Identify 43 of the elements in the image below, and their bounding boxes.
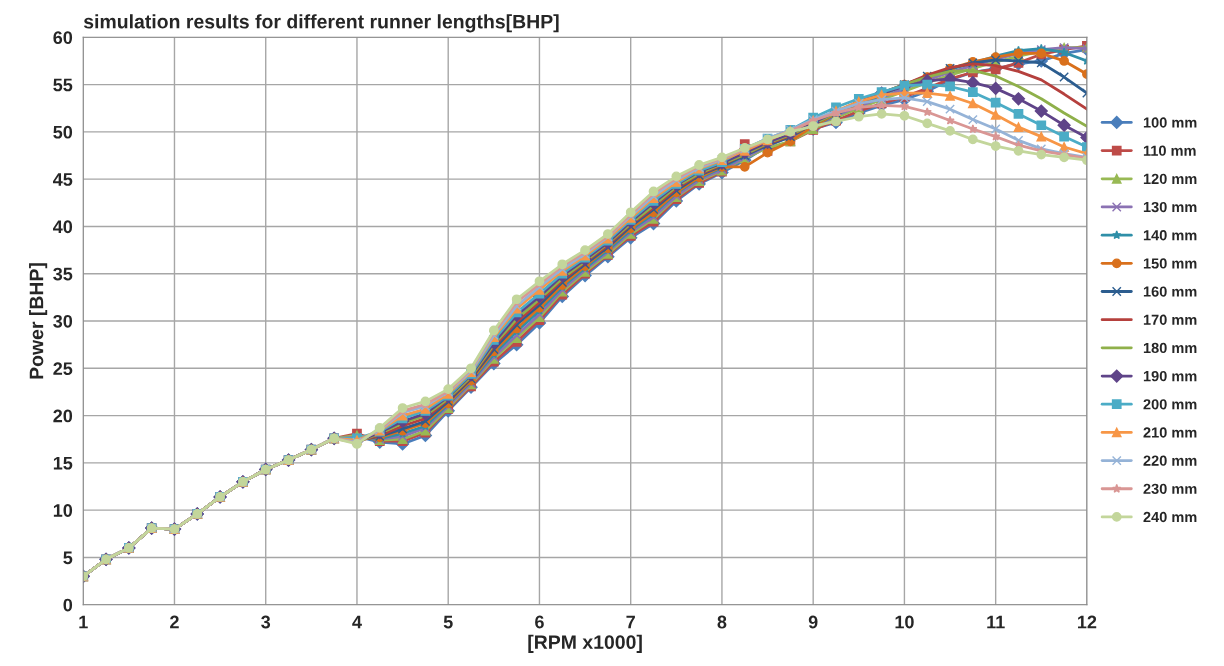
y-tick-label: 50 — [53, 125, 73, 139]
x-tick-label: 5 — [443, 615, 453, 629]
x-tick-label: 1 — [79, 615, 88, 629]
y-tick-label: 10 — [53, 504, 73, 517]
legend-label: 160 mm — [1143, 286, 1197, 297]
legend-label: 240 mm — [1143, 511, 1197, 523]
x-tick-label: 11 — [987, 615, 1005, 629]
y-tick-label: 55 — [53, 78, 73, 92]
y-tick-label: 25 — [53, 362, 73, 376]
y-tick-label: 60 — [53, 31, 73, 45]
legend-label: 100 mm — [1143, 117, 1197, 128]
legend-label: 110 mm — [1143, 145, 1196, 156]
x-tick-label: 9 — [808, 615, 818, 629]
x-tick-label: 7 — [626, 615, 635, 629]
x-tick-label: 10 — [895, 615, 914, 629]
x-tick-label: 6 — [535, 615, 544, 629]
y-axis-title: Power [BHP] — [29, 263, 48, 379]
x-tick-label: 2 — [170, 615, 179, 629]
y-tick-label: 30 — [53, 314, 73, 328]
legend-label: 180 mm — [1143, 342, 1197, 354]
legend-label: 200 mm — [1143, 399, 1197, 410]
legend-label: 120 mm — [1143, 173, 1197, 185]
y-tick-label: 35 — [53, 267, 73, 281]
y-tick-label: 20 — [53, 409, 73, 423]
x-tick-label: 8 — [717, 615, 727, 629]
legend-label: 150 mm — [1143, 258, 1197, 269]
x-tick-label: 3 — [261, 615, 271, 629]
chart-title: simulation results for different runner lengths[BHP] — [83, 14, 559, 33]
x-tick-label: 4 — [352, 615, 362, 629]
y-tick-label: 40 — [53, 220, 73, 234]
y-tick-label: 5 — [63, 551, 73, 565]
y-tick-label: 15 — [53, 456, 73, 470]
legend-label: 230 mm — [1143, 483, 1197, 495]
legend-label: 220 mm — [1143, 455, 1197, 466]
legend-label: 170 mm — [1143, 314, 1197, 325]
x-axis-title: [RPM x1000] — [528, 634, 642, 653]
y-tick-label: 0 — [63, 598, 73, 612]
legend-label: 190 mm — [1143, 370, 1197, 382]
legend-label: 210 mm — [1143, 427, 1197, 438]
y-tick-label: 45 — [53, 173, 73, 186]
x-tick-label: 12 — [1078, 615, 1097, 629]
legend-label: 130 mm — [1143, 201, 1197, 213]
legend-label: 140 mm — [1143, 230, 1197, 241]
